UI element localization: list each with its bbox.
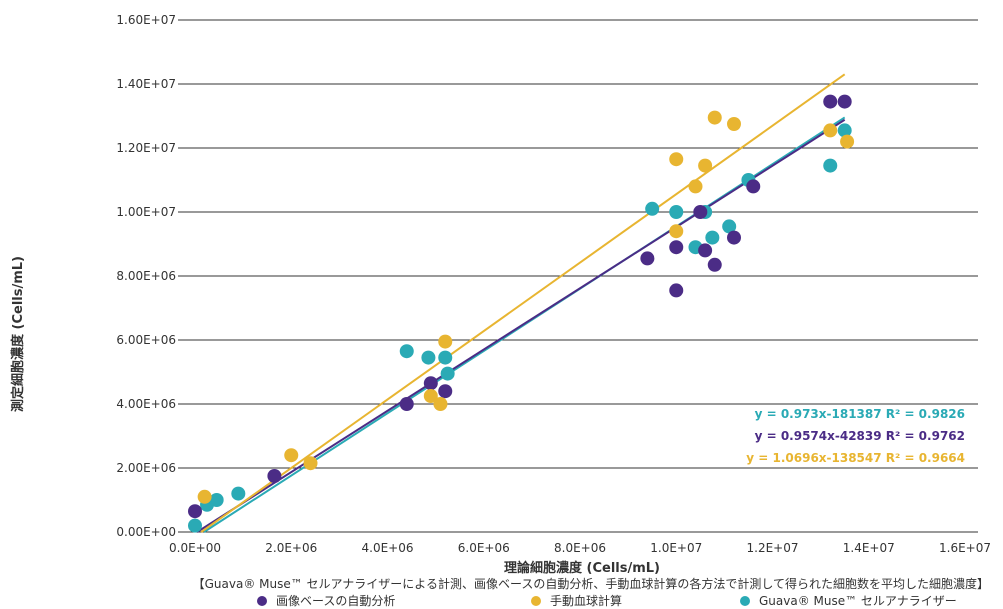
x-tick-label: 2.0E+06 [265, 541, 317, 555]
data-point-series-1 [669, 283, 684, 298]
data-point-series-0 [669, 205, 684, 219]
x-tick-label: 1.4E+07 [843, 541, 895, 555]
data-point-series-0 [837, 123, 852, 138]
y-tick-label: 2.00E+06 [116, 461, 176, 475]
y-tick-label: 0.00E+00 [116, 525, 176, 539]
data-point-series-2 [669, 152, 684, 167]
data-point-series-1 [188, 504, 202, 519]
data-point-series-0 [209, 493, 224, 507]
data-point-series-2 [423, 389, 438, 403]
data-point-series-0 [188, 518, 202, 533]
y-tick-label: 1.40E+07 [116, 77, 176, 91]
data-point-series-2 [284, 448, 299, 463]
data-point-series-0 [823, 158, 838, 173]
points-layer [188, 94, 855, 533]
legend: 画像ベースの自動分析 手動血球計算 Guava® Muse™ セルアナライザー [257, 593, 957, 608]
data-point-series-2 [698, 158, 713, 173]
x-tick-labels: 0.0E+00 2.0E+06 4.0E+06 6.0E+06 8.0E+06 1.0E+… [169, 541, 991, 555]
legend-label: Guava® Muse™ セルアナライザー [759, 594, 957, 608]
trendline-series-2 [200, 73, 846, 533]
legend-marker [740, 596, 750, 606]
legend-marker [531, 596, 541, 606]
data-point-series-0 [231, 486, 246, 501]
legend-marker [257, 596, 267, 606]
trend-equation: y = 0.9574x-42839 R² = 0.9762 [755, 429, 965, 443]
data-point-series-2 [303, 456, 318, 471]
y-tick-label: 6.00E+06 [116, 333, 176, 347]
data-point-series-1 [707, 257, 722, 272]
data-point-series-0 [645, 201, 660, 216]
data-point-series-1 [693, 205, 708, 219]
data-point-series-1 [727, 230, 741, 245]
data-point-series-2 [197, 489, 212, 504]
x-tick-label: 1.2E+07 [747, 541, 799, 555]
y-tick-label: 4.00E+06 [116, 397, 176, 411]
y-tick-labels: 0.00E+00 2.00E+06 4.00E+06 6.00E+06 8.00E+06… [116, 13, 176, 539]
data-point-series-0 [438, 350, 453, 365]
data-point-series-1 [438, 384, 453, 399]
y-tick-label: 1.20E+07 [116, 141, 176, 155]
data-point-series-1 [640, 251, 655, 266]
data-point-series-2 [727, 117, 741, 131]
data-point-series-2 [688, 179, 703, 194]
y-tick-label: 1.60E+07 [116, 13, 176, 27]
data-point-series-2 [840, 134, 855, 149]
data-point-series-2 [669, 224, 684, 239]
data-point-series-1 [423, 376, 438, 391]
data-point-series-1 [837, 94, 852, 109]
y-tick-label: 8.00E+06 [116, 269, 176, 283]
data-point-series-1 [823, 94, 838, 109]
x-axis-title: 理論細胞濃度 (Cells/mL) [504, 560, 660, 576]
chart-caption: 【Guava® Muse™ セルアナライザーによる計測、画像ベースの自動分析、手… [193, 576, 989, 591]
trend-equation: y = 0.973x-181387 R² = 0.9826 [755, 407, 965, 421]
data-point-series-0 [705, 230, 720, 245]
y-tick-label: 1.00E+07 [116, 205, 176, 219]
data-point-series-0 [421, 350, 436, 365]
x-tick-label: 0.0E+00 [169, 541, 221, 555]
legend-label: 画像ベースの自動分析 [276, 594, 395, 608]
data-point-series-1 [267, 469, 282, 483]
data-point-series-2 [823, 123, 838, 138]
trend-equation: y = 1.0696x-138547 R² = 0.9664 [746, 451, 965, 465]
data-point-series-1 [746, 179, 761, 194]
data-point-series-2 [438, 334, 453, 349]
data-point-series-2 [433, 397, 448, 411]
data-point-series-1 [399, 397, 414, 411]
x-tick-label: 4.0E+06 [362, 541, 414, 555]
legend-label: 手動血球計算 [550, 593, 622, 608]
equations-layer: y = 0.973x-181387 R² = 0.9826 y = 0.9574x… [746, 407, 965, 465]
y-axis-title: 測定細胞濃度 (Cells/mL) [10, 256, 26, 412]
data-point-series-0 [722, 219, 737, 234]
x-tick-label: 1.6E+07 [939, 541, 991, 555]
x-tick-label: 6.0E+06 [458, 541, 510, 555]
data-point-series-1 [669, 240, 684, 255]
x-tick-label: 8.0E+06 [554, 541, 606, 555]
x-tick-label: 1.0E+07 [650, 541, 702, 555]
data-point-series-2 [707, 110, 722, 125]
data-point-series-0 [399, 344, 414, 359]
data-point-series-0 [440, 366, 455, 381]
data-point-series-1 [698, 243, 713, 258]
